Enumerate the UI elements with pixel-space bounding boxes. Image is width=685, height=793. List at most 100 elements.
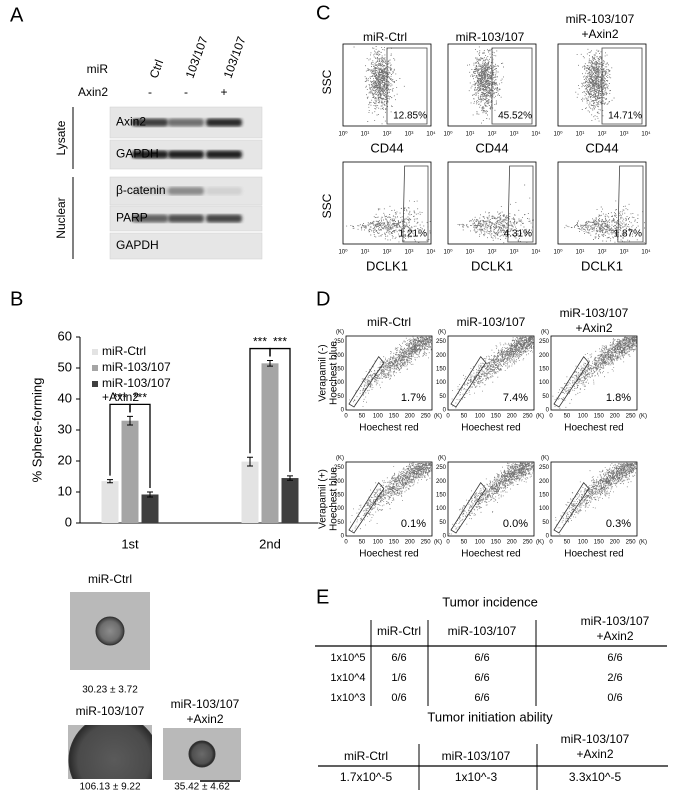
flow-events [457,184,534,244]
table-cell: 6/6 [391,652,406,664]
x-axis-label: CD44 [475,140,508,155]
unit-label: (K) [541,456,549,462]
x-tick-label: 150 [389,540,400,546]
y-tick-label: 100 [539,506,550,512]
y-tick-label: 250 [539,465,550,471]
unit-label: (K) [536,540,544,546]
blot-band [132,214,168,223]
x-tick-label: 250 [626,540,637,546]
unit-label: (K) [336,330,344,336]
group-label: Nuclear [54,197,68,238]
blot-label: GAPDH [116,238,159,252]
unit-label: (K) [434,540,442,546]
unit-label: (K) [541,330,549,336]
flow-events [552,336,637,409]
x-tick-label: 10² [598,250,607,256]
gate-percentage: 0.1% [401,518,426,530]
lane-label: Ctrl [147,58,167,80]
x-axis-label: Hoechest red [359,549,418,560]
y-axis-label: Hoechest blue [329,467,340,531]
y-tick-label: 200 [436,479,447,485]
x-tick-label: 250 [626,414,637,420]
y-tick-label: 250 [436,339,447,345]
column-title: miR-Ctrl [363,30,407,44]
table-cell: 1x10^4 [330,672,365,684]
gate [348,356,385,408]
significance-label: *** [273,335,287,349]
gate [601,47,643,125]
y-tick-label: 60 [58,328,72,343]
flow-events [467,46,504,124]
legend-swatch [92,349,98,355]
sphere [68,725,152,779]
y-axis-label: % Sphere-forming [29,378,44,483]
x-tick-label: 10⁴ [531,249,541,256]
y-tick-label: 0 [65,514,72,529]
x-tick-label: 200 [507,414,518,420]
x-tick-label: 10³ [405,132,414,138]
x-tick-label: 10² [598,132,607,138]
column-title: miR-Ctrl [367,315,411,329]
significance-label: *** [253,335,267,349]
y-tick-label: 250 [334,465,345,471]
y-tick-label: 50 [439,394,446,400]
gate-percentage: 1.21% [399,229,427,240]
x-tick-label: 250 [421,540,432,546]
blot-band [206,187,242,195]
table-title: Tumor initiation ability [427,709,553,724]
error-bar [287,475,293,481]
lane-label: 103/107 [221,34,249,80]
gate [507,165,534,243]
error-bar [267,360,273,367]
y-tick-label: 50 [542,520,549,526]
unit-label: (K) [336,456,344,462]
y-tick-label: 200 [539,353,550,359]
legend-swatch [92,381,98,387]
x-tick-label: 10² [488,132,497,138]
gate-percentage: 1.87% [614,229,642,240]
flow-events [346,200,431,243]
flow-plot-frame [447,161,537,245]
blot-label: GAPDH [116,147,159,161]
unit-label: (K) [438,330,446,336]
panel-label: A [10,4,24,26]
x-tick-label: 10⁰ [338,249,348,256]
x-tick-label: 150 [491,414,502,420]
y-tick-label: 100 [436,380,447,386]
y-tick-label: 150 [334,366,345,372]
x-tick-label: 0 [344,414,348,420]
column-title: miR-103/107 +Axin2 [566,12,635,41]
x-axis-label: DCLK1 [581,258,623,273]
y-tick-label: 200 [436,353,447,359]
micrograph-caption: 35.42 ± 4.62 [174,782,230,793]
micrograph-caption: 30.23 ± 3.72 [82,685,138,696]
flow-events [564,200,645,244]
gate-percentage: 12.85% [393,111,427,122]
y-tick-label: 150 [539,492,550,498]
flow-events [353,46,405,125]
x-tick-label: 10³ [510,132,519,138]
table-header: miR-103/107 [442,749,511,763]
gate [617,165,644,243]
y-tick-label: 50 [337,394,344,400]
table-header: miR-103/107 +Axin2 [561,732,630,761]
unit-label: (K) [639,540,647,546]
x-tick-label: 10³ [405,250,414,256]
y-tick-label: 50 [337,520,344,526]
gate-percentage: 0.0% [503,518,528,530]
axin2-sign: + [220,85,227,99]
table-header: miR-103/107 [448,624,517,638]
gate [348,482,385,534]
micrograph-title: miR-Ctrl [88,572,132,586]
x-tick-label: 10⁰ [443,131,453,138]
blot-band [206,118,242,127]
legend-label: miR-103/107 [102,360,171,374]
y-tick-label: 200 [334,479,345,485]
row-label: Verapamil (-) [318,344,329,401]
y-tick-label: 250 [539,339,550,345]
y-tick-label: 50 [439,520,446,526]
x-tick-label: 250 [523,414,534,420]
y-tick-label: 100 [539,380,550,386]
bar [141,494,159,523]
axin2-sign: - [184,85,188,99]
